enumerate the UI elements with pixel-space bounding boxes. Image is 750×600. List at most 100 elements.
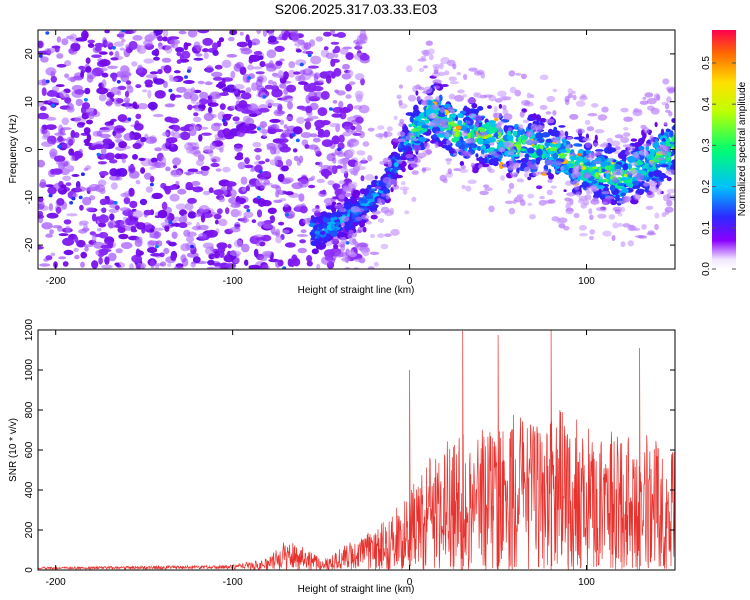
spectrogram-cell bbox=[364, 174, 375, 181]
spectrogram-cell bbox=[615, 194, 620, 202]
spectrogram-cell bbox=[645, 205, 654, 210]
spectrogram-cell bbox=[147, 247, 158, 254]
spectrogram-cell bbox=[191, 146, 200, 150]
spectrogram-cell bbox=[282, 266, 287, 269]
spectrogram-cell bbox=[432, 134, 438, 139]
spectrogram-cell bbox=[218, 196, 226, 203]
spectrogram-cell bbox=[283, 124, 288, 129]
spectrogram-cell bbox=[464, 138, 472, 144]
spectrogram-cell bbox=[375, 133, 385, 138]
spectrogram-cell bbox=[336, 165, 343, 169]
spectrogram-cell bbox=[201, 132, 212, 136]
spectrogram-cell bbox=[447, 106, 454, 112]
spectrogram-cell bbox=[565, 144, 572, 150]
spectrogram-cell bbox=[54, 155, 66, 163]
spectrogram-cell bbox=[407, 132, 416, 137]
spectrogram-cell bbox=[414, 140, 421, 144]
spectrogram-cell bbox=[145, 74, 158, 79]
spectrogram-cell bbox=[143, 58, 154, 64]
spectrogram-cell bbox=[453, 152, 458, 156]
spectrogram-cell bbox=[285, 116, 294, 121]
spectrogram-cell bbox=[623, 116, 633, 122]
spectrogram-cell bbox=[114, 205, 120, 210]
spectrogram-cell bbox=[529, 214, 536, 220]
spectrogram-cell bbox=[211, 122, 221, 132]
spectrogram-cell bbox=[564, 131, 569, 137]
spectrogram-cell bbox=[370, 214, 378, 220]
spectrogram-cell bbox=[425, 107, 434, 115]
spectrogram-cell bbox=[152, 227, 165, 231]
spectrogram-cell bbox=[294, 42, 303, 47]
spectrogram-cell bbox=[132, 142, 142, 150]
snr-panel: -200 -100 0 100 0 200 400 600 800 1000 1200 Heigh… bbox=[8, 318, 676, 595]
spectrogram-cell bbox=[418, 86, 424, 91]
colorbar-tick-label: 0.0 bbox=[701, 262, 712, 276]
spectrogram-cell bbox=[247, 39, 253, 49]
spectrogram-cell bbox=[388, 178, 398, 186]
spectrogram-cell bbox=[498, 161, 504, 170]
spectrogram-cell bbox=[230, 208, 240, 218]
spectrogram-cell bbox=[465, 151, 473, 158]
spectrogram-cell bbox=[279, 119, 285, 126]
spectrogram-cell bbox=[279, 58, 285, 62]
spectrogram-cell bbox=[339, 47, 349, 55]
spectrogram-cell bbox=[396, 153, 401, 158]
spectrogram-cell bbox=[637, 137, 645, 145]
spectrogram-cell bbox=[529, 163, 539, 170]
spectrogram-cell bbox=[39, 182, 47, 189]
spectrogram-cell bbox=[175, 203, 187, 210]
spectrogram-cell bbox=[513, 163, 519, 168]
spectrogram-cell bbox=[45, 79, 50, 84]
spectrogram-cell bbox=[339, 243, 346, 248]
spectrogram-cell bbox=[310, 215, 315, 221]
spectrogram-cell bbox=[222, 166, 231, 173]
spectrogram-cell bbox=[589, 184, 597, 189]
spectrogram-cell bbox=[342, 131, 352, 137]
spectrogram-cell bbox=[506, 130, 512, 136]
spectrogram-cell bbox=[417, 58, 427, 62]
spectrogram-cell bbox=[296, 116, 305, 124]
spectrogram-cell bbox=[622, 163, 629, 171]
spectrogram-cell bbox=[358, 198, 364, 201]
spectrogram-cell bbox=[50, 103, 55, 108]
spectrogram-cell bbox=[482, 123, 490, 128]
spectrogram-cell bbox=[113, 41, 125, 47]
spectrogram-cell bbox=[38, 203, 45, 210]
spectrogram-cell bbox=[68, 48, 75, 54]
spectrogram-cell bbox=[654, 212, 660, 219]
spectrogram-cell bbox=[508, 207, 516, 215]
spectrogram-cell bbox=[288, 69, 296, 78]
spectrogram-cell bbox=[115, 248, 123, 254]
spectrogram-cell bbox=[177, 188, 187, 195]
spectrogram-cell bbox=[362, 141, 370, 147]
spectrogram-cell bbox=[106, 98, 113, 107]
spectrogram-cell bbox=[244, 164, 254, 169]
spectrogram-cell bbox=[189, 123, 196, 127]
spectrogram-cell bbox=[240, 92, 252, 100]
spectrogram-cell bbox=[193, 150, 202, 157]
spectrogram-cell bbox=[131, 254, 143, 263]
spectrogram-cell bbox=[123, 132, 135, 141]
spectrogram-cell bbox=[572, 94, 577, 101]
spectrogram-cell bbox=[166, 137, 178, 144]
spectrogram-cell bbox=[135, 180, 141, 185]
spectrogram-cell bbox=[298, 193, 305, 202]
snr-y-tick-label: 400 bbox=[24, 481, 35, 498]
spectrogram-cell bbox=[314, 230, 319, 235]
spectrogram-cell bbox=[224, 181, 237, 187]
spectrogram-cell bbox=[85, 207, 95, 212]
spectrogram-cell bbox=[104, 256, 110, 265]
spectrogram-cell bbox=[338, 208, 347, 213]
spectrogram-cell bbox=[187, 231, 197, 237]
spectrogram-cell bbox=[261, 264, 270, 269]
spectrogram-cell bbox=[259, 61, 266, 68]
spectrogram-cell bbox=[221, 77, 226, 85]
spectrogram-cell bbox=[393, 167, 401, 171]
spectrogram-cell bbox=[228, 197, 238, 205]
spectrogram-cell bbox=[325, 52, 335, 60]
spectrogram-cell bbox=[546, 189, 553, 196]
spectrogram-cell bbox=[479, 190, 489, 196]
spectrogram-cell bbox=[203, 52, 209, 59]
spectrogram-cell bbox=[98, 93, 107, 102]
spectrogram-cell bbox=[350, 125, 356, 131]
